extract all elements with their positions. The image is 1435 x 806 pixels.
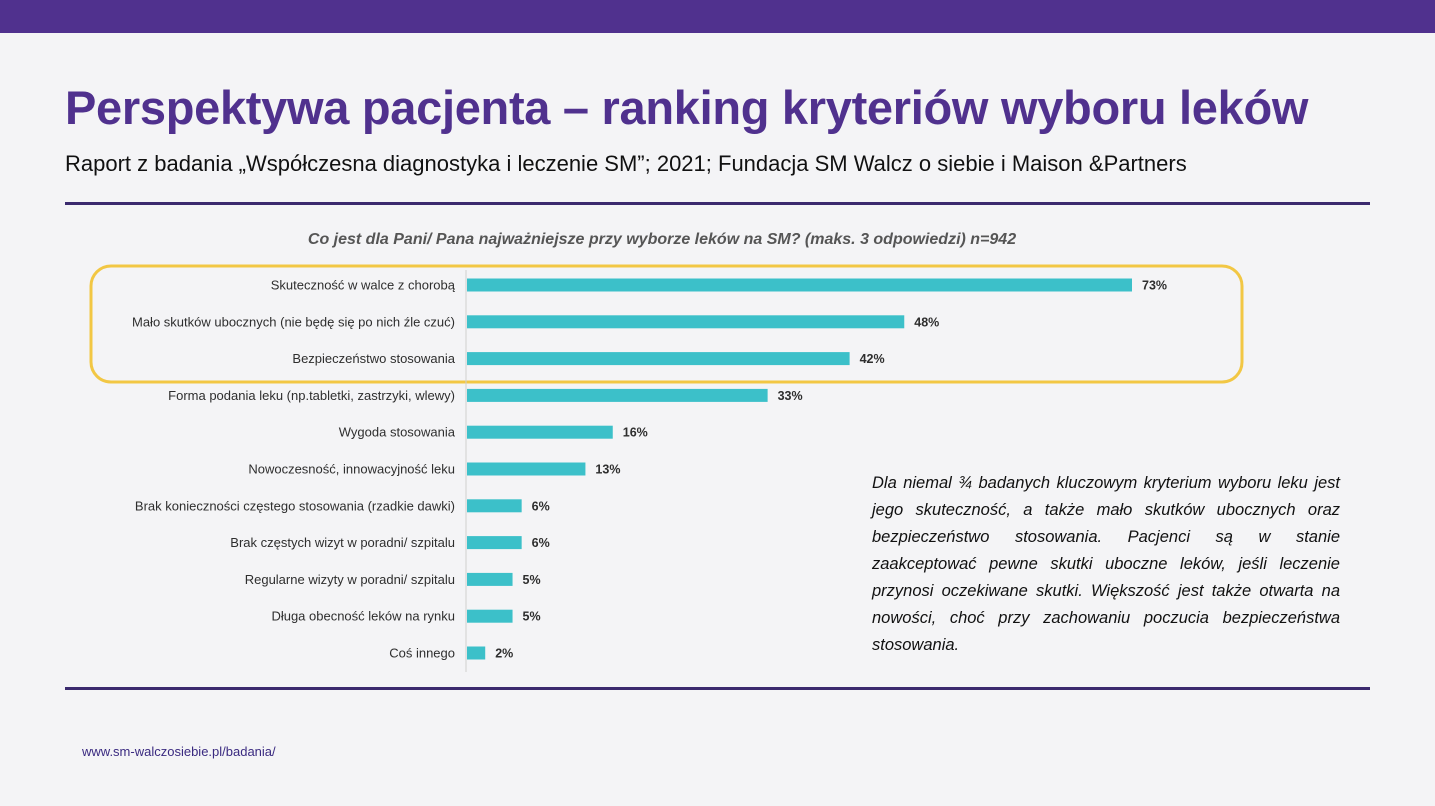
divider-bottom (65, 687, 1370, 690)
bar (467, 536, 522, 550)
data-label: 73% (1142, 279, 1167, 293)
data-label: 5% (523, 573, 541, 587)
data-label: 6% (532, 536, 550, 550)
category-label: Bezpieczeństwo stosowania (292, 351, 455, 366)
summary-note: Dla niemal ¾ badanych kluczowym kryteriu… (872, 474, 1340, 654)
data-label: 16% (623, 426, 648, 440)
footer-link[interactable]: www.sm-walczosiebie.pl/badania/ (82, 744, 276, 759)
category-label: Forma podania leku (np.tabletki, zastrzy… (168, 388, 455, 403)
category-label: Nowoczesność, innowacyjność leku (248, 462, 455, 477)
bar (467, 462, 586, 476)
data-label: 33% (778, 389, 803, 403)
chart-title: Co jest dla Pani/ Pana najważniejsze prz… (308, 231, 1016, 248)
bar (467, 499, 522, 513)
data-label: 5% (523, 610, 541, 624)
slide-title: Perspektywa pacjenta – ranking kryteriów… (65, 81, 1309, 134)
bar (467, 315, 905, 329)
data-label: 6% (532, 499, 550, 513)
category-label: Brak konieczności częstego stosowania (r… (135, 498, 455, 513)
category-label: Długa obecność leków na rynku (271, 609, 455, 624)
data-label: 2% (495, 647, 513, 661)
bar (467, 609, 513, 623)
category-label: Coś innego (389, 646, 455, 661)
bar (467, 646, 486, 660)
highlight-box (89, 264, 1244, 384)
data-label: 48% (914, 315, 939, 329)
bar (467, 278, 1132, 292)
category-label: Mało skutków ubocznych (nie będę się po … (132, 314, 455, 329)
data-label: 42% (860, 352, 885, 366)
top-bar (0, 0, 1435, 33)
data-label: 13% (595, 463, 620, 477)
bar (467, 425, 613, 439)
bar (467, 572, 513, 586)
category-label: Skuteczność w walce z chorobą (271, 278, 456, 293)
bar (467, 352, 850, 366)
bar (467, 388, 768, 402)
slide-subtitle: Raport z badania „Współczesna diagnostyk… (65, 151, 1187, 176)
divider-top (65, 202, 1370, 205)
category-label: Regularne wizyty w poradni/ szpitalu (245, 572, 455, 587)
category-label: Wygoda stosowania (339, 425, 456, 440)
category-label: Brak częstych wizyt w poradni/ szpitalu (230, 535, 455, 550)
